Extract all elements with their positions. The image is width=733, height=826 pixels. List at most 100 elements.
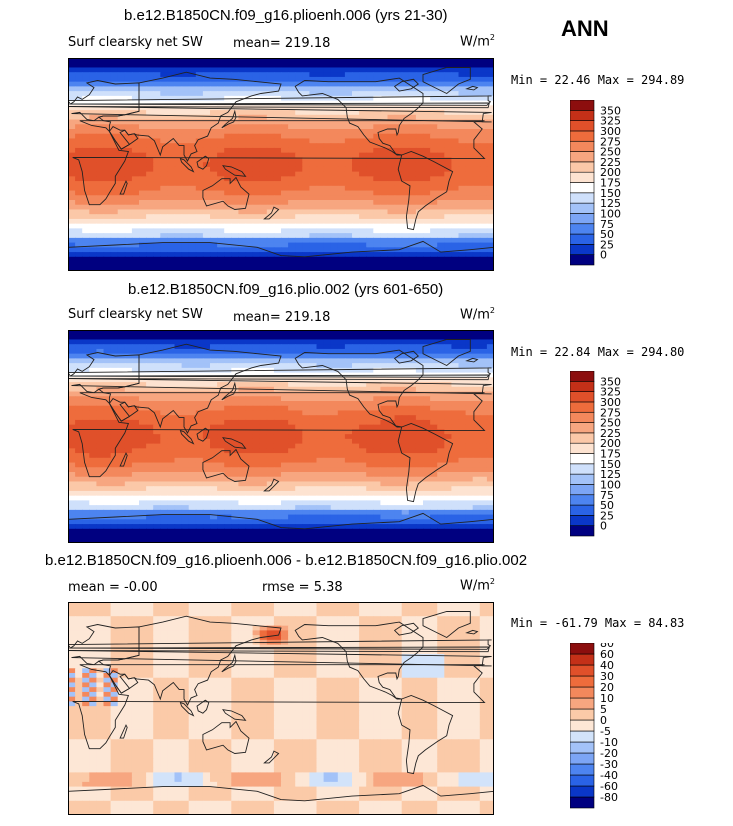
field-cell — [273, 448, 282, 454]
field-cell — [415, 67, 424, 73]
field-cell — [117, 434, 126, 440]
field-cell — [103, 505, 112, 511]
field-cell — [373, 330, 381, 336]
field-cell — [75, 358, 83, 364]
field-cell — [231, 133, 239, 140]
field-cell — [238, 462, 247, 468]
field-cell — [472, 76, 481, 83]
field-cell — [146, 95, 154, 102]
field-cell — [110, 58, 119, 64]
field-cell — [281, 486, 289, 492]
field-cell — [344, 67, 353, 73]
field-cell — [252, 252, 261, 258]
field-cell — [238, 129, 247, 135]
field-cell — [323, 233, 332, 239]
field-cell — [131, 462, 140, 468]
field-cell — [302, 429, 310, 435]
field-cell — [181, 457, 190, 464]
field-cell — [401, 166, 410, 173]
field-cell — [252, 223, 261, 229]
field-cell — [337, 138, 346, 144]
field-cell — [238, 348, 247, 355]
field-cell — [245, 391, 254, 397]
field-cell — [139, 438, 147, 445]
field-cell — [89, 100, 97, 106]
field-cell — [281, 396, 289, 402]
field-cell — [195, 405, 204, 412]
field-cell — [174, 330, 183, 336]
field-cell — [344, 405, 353, 412]
field-cell — [245, 252, 254, 258]
field-cell — [330, 129, 339, 135]
field-cell — [330, 181, 339, 187]
field-cell — [465, 143, 474, 149]
field-cell — [103, 76, 112, 83]
field-cell — [451, 110, 460, 116]
field-cell — [352, 434, 360, 440]
field-cell — [337, 401, 346, 407]
field-cell — [337, 152, 346, 158]
field-cell — [146, 266, 154, 271]
field-cell — [82, 81, 90, 87]
field-cell — [96, 162, 105, 168]
field-cell — [451, 147, 460, 154]
field-cell — [408, 472, 417, 478]
field-cell — [330, 218, 339, 225]
field-cell — [486, 367, 494, 374]
field-cell — [423, 218, 431, 225]
field-cell — [373, 86, 381, 92]
field-cell — [124, 382, 133, 388]
field-cell — [430, 204, 438, 211]
field-cell — [89, 348, 97, 355]
field-cell — [245, 119, 254, 125]
field-cell — [117, 228, 126, 234]
field-cell — [479, 76, 488, 83]
field-cell — [195, 171, 204, 177]
field-cell — [352, 81, 360, 87]
field-cell — [124, 419, 133, 426]
field-cell — [89, 190, 97, 196]
field-cell — [437, 76, 445, 83]
field-cell — [472, 363, 481, 369]
field-cell — [366, 358, 374, 364]
field-cell — [68, 457, 76, 464]
field-cell — [401, 76, 410, 83]
field-cell — [373, 386, 381, 393]
field-cell — [266, 105, 275, 111]
field-cell — [231, 453, 239, 459]
field-cell — [288, 204, 296, 211]
field-cell — [281, 157, 289, 163]
field-cell — [394, 157, 403, 163]
field-cell — [82, 209, 90, 215]
field-cell — [217, 62, 225, 69]
field-cell — [124, 190, 133, 196]
field-cell — [75, 91, 83, 97]
field-cell — [210, 138, 218, 144]
field-cell — [401, 162, 410, 168]
field-cell — [444, 396, 452, 402]
field-cell — [146, 124, 154, 130]
field-cell — [124, 256, 133, 263]
field-cell — [401, 200, 410, 206]
field-cell — [139, 76, 147, 83]
field-cell — [451, 223, 460, 229]
field-cell — [323, 72, 332, 78]
field-cell — [352, 367, 360, 374]
field-cell — [89, 500, 97, 506]
field-cell — [195, 62, 204, 69]
field-cell — [486, 100, 494, 106]
field-cell — [288, 143, 296, 149]
field-cell — [288, 138, 296, 144]
field-cell — [423, 353, 431, 359]
field-cell — [330, 256, 339, 263]
field-cell — [366, 261, 374, 267]
field-cell — [68, 204, 76, 211]
field-cell — [210, 486, 218, 492]
field-cell — [195, 330, 204, 336]
field-cell — [380, 138, 389, 144]
field-cell — [224, 247, 232, 253]
field-cell — [423, 209, 431, 215]
field-cell — [89, 367, 97, 374]
field-cell — [195, 358, 204, 364]
field-cell — [195, 58, 204, 64]
